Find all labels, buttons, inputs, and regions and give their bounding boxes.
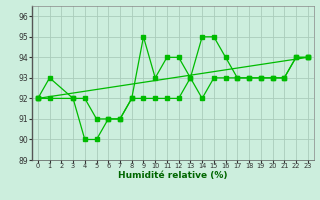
X-axis label: Humidité relative (%): Humidité relative (%) [118, 171, 228, 180]
